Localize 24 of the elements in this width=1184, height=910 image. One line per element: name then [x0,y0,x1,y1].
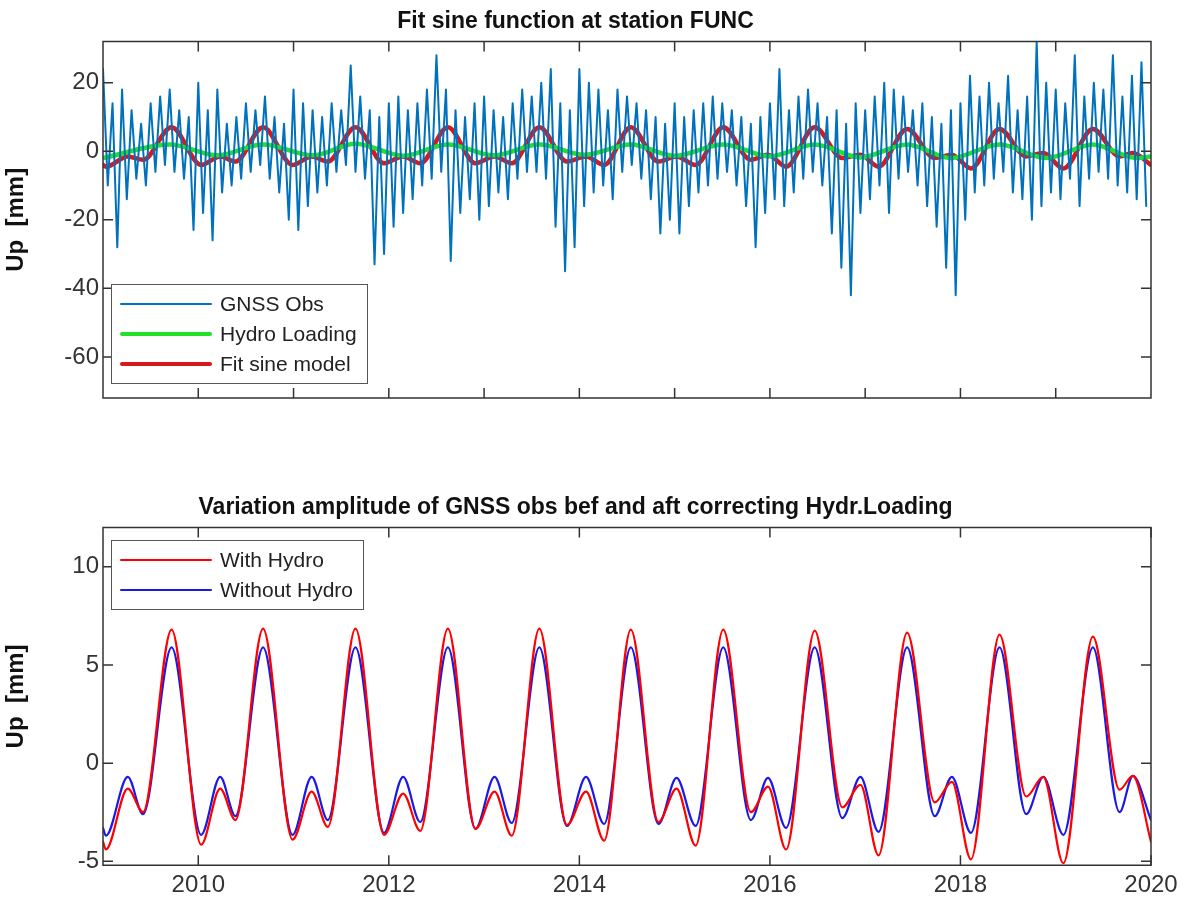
x-tick-label: 2018 [933,870,988,898]
legend-label: With Hydro [220,547,324,572]
legend-label: Hydro Loading [220,322,357,346]
x-tick-label: 2010 [171,870,225,898]
x-tick-label: 2020 [1124,870,1178,898]
legend-label: Without Hydro [220,577,354,602]
x-tick-label: 2012 [362,870,416,898]
chart-title: Variation amplitude of GNSS obs bef and aft correcting Hydr.Loading [198,493,953,520]
y-tick-label: 0 [85,135,99,163]
y-tick-label: -20 [64,204,99,232]
y-tick-label: 0 [85,747,99,775]
legend-label: GNSS Obs [220,292,324,316]
chart-title: Fit sine function at station FUNC [397,7,754,34]
y-axis-title: Up [mm] [1,167,29,272]
y-tick-label: 5 [85,649,99,677]
y-tick-label: -60 [64,341,99,369]
y-tick-label: 10 [72,551,99,579]
x-tick-label: 2016 [743,870,797,898]
legend-label: Fit sine model [220,352,351,376]
x-tick-label: 2014 [552,870,607,898]
y-tick-label: 20 [72,67,99,95]
y-tick-label: -5 [77,845,99,873]
y-axis-title: Up [mm] [1,644,29,749]
y-tick-label: -40 [64,272,99,300]
